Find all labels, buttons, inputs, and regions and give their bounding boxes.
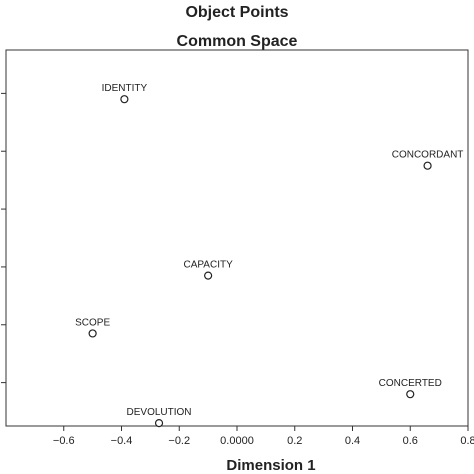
x-tick-label: −0.6 xyxy=(53,435,75,447)
y-axis-ticks xyxy=(1,92,6,384)
data-point xyxy=(120,95,129,104)
chart-subtitle: Common Space xyxy=(177,33,298,50)
x-tick-label: 0.6 xyxy=(403,435,418,447)
plot-frame xyxy=(5,49,469,427)
data-point xyxy=(204,271,213,280)
point-label: CONCORDANT xyxy=(392,150,464,161)
point-label: IDENTITY xyxy=(102,83,148,94)
data-point xyxy=(423,161,432,170)
x-tick-label: 0.2 xyxy=(287,435,302,447)
point-label: CAPACITY xyxy=(183,260,233,271)
x-tick-label: −0.2 xyxy=(168,435,190,447)
x-axis-label: Dimension 1 xyxy=(226,457,315,474)
x-tick-label: 0.8 xyxy=(460,435,474,447)
data-point xyxy=(406,390,415,399)
data-points: IDENTITY CONCORDANT CAPACITY SCOPE CONCERTED… xyxy=(75,83,464,428)
point-label: DEVOLUTION xyxy=(127,407,192,418)
data-point xyxy=(88,329,97,338)
x-axis-ticks: −0.6 −0.4 −0.2 0.0000 0.2 0.4 0.6 0.8 xyxy=(53,426,474,447)
x-tick-label: −0.4 xyxy=(111,435,133,447)
data-point xyxy=(154,419,164,428)
point-label: CONCERTED xyxy=(379,378,442,389)
x-tick-label: 0.0000 xyxy=(220,435,254,447)
point-label: SCOPE xyxy=(75,317,110,328)
chart-title: Object Points xyxy=(185,4,288,21)
x-tick-label: 0.4 xyxy=(345,435,360,447)
